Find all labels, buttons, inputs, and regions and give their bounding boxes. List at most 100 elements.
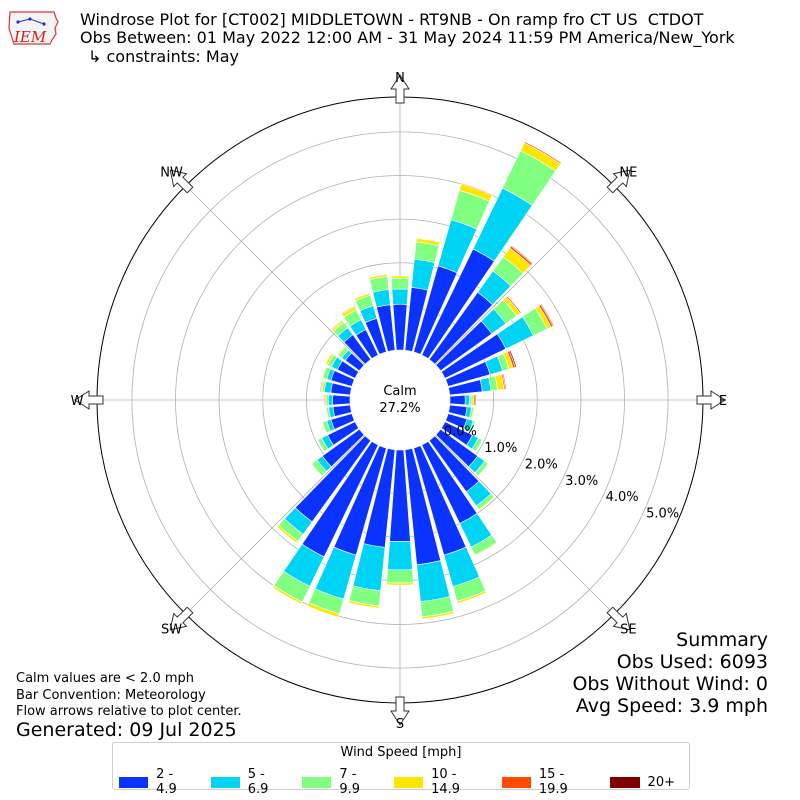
windrose-bar-segment: [323, 394, 326, 406]
windrose-bar-segment: [478, 496, 496, 511]
compass-label-s: S: [396, 717, 404, 732]
windrose-bar-segment: [336, 345, 346, 356]
windrose-bar-segment: [319, 379, 324, 393]
summary-obs-used: Obs Used: 6093: [616, 651, 768, 673]
flow-arrow-icon: [606, 606, 631, 631]
legend-entry: 20+: [609, 767, 675, 797]
windrose-bar-segment: [523, 141, 562, 165]
grid-spoke: [399, 185, 615, 401]
calm-value: 27.2%: [379, 401, 420, 416]
windrose-bar-segment: [327, 394, 334, 406]
legend-label: 5 - 6.9: [247, 767, 269, 797]
compass-label-w: W: [71, 394, 84, 409]
legend-swatch: [501, 776, 531, 788]
legend-label: 10 - 14.9: [431, 767, 461, 797]
legend-swatch: [302, 776, 332, 788]
compass-label-sw: SW: [161, 622, 182, 637]
windrose-bar-segment: [457, 592, 488, 605]
windrose-bar-segment: [464, 394, 470, 406]
legend-swatch: [210, 776, 240, 788]
generated-date: Generated: 09 Jul 2025: [16, 719, 237, 741]
windrose-bar-segment: [540, 303, 555, 327]
chart-title-line1: Windrose Plot for [CT002] MIDDLETOWN - R…: [80, 10, 704, 29]
windrose-bar-segment: [321, 366, 327, 379]
legend-entry: 7 - 9.9: [302, 767, 380, 797]
summary-avg-speed: Avg Speed: 3.9 mph: [575, 695, 768, 717]
windrose-bar-segment: [368, 273, 388, 281]
windrose-bar-segment: [272, 585, 303, 605]
windrose-bar-segment: [510, 245, 534, 265]
legend-entry: 15 - 19.9: [501, 767, 596, 797]
windrose-bar-segment: [415, 237, 441, 247]
windrose-bar-segment: [325, 353, 334, 366]
iem-logo: IEM: [6, 8, 60, 48]
legend-entry: 10 - 14.9: [394, 767, 488, 797]
calm-label: Calm: [383, 384, 416, 399]
legend-swatch: [394, 776, 424, 788]
windrose-bar-segment: [307, 602, 340, 618]
windrose-bar-segment: [330, 319, 344, 331]
windrose-bar-segment: [449, 394, 466, 406]
compass-label-ne: NE: [619, 166, 637, 181]
grid-spoke: [399, 399, 615, 615]
legend-swatch: [609, 776, 640, 788]
windrose-bar-segment: [317, 437, 329, 452]
summary-title: Summary: [676, 629, 768, 651]
windrose-bar-segment: [392, 303, 408, 351]
grid-spoke: [185, 399, 401, 615]
windrose-bar-segment: [469, 420, 476, 433]
iowa-map-icon: IEM: [8, 11, 59, 46]
compass-label-se: SE: [620, 622, 636, 637]
windrose-bars: [272, 141, 562, 620]
flow-arrow-icon: [390, 74, 410, 104]
legend-entry: 5 - 6.9: [210, 767, 289, 797]
flow-arrow-icon: [74, 390, 104, 410]
radial-tick-label: 1.0%: [484, 441, 517, 456]
compass-label-nw: NW: [160, 166, 183, 181]
windrose-bar-segment: [325, 407, 329, 419]
windrose-bar-segment: [354, 292, 371, 302]
flow-arrow-icon: [390, 696, 410, 726]
windrose-bar-segment: [474, 394, 477, 406]
calm-note: Calm values are < 2.0 mph: [16, 671, 195, 686]
radial-tick-labels: 0.0% 1.0% 2.0% 3.0% 4.0% 5.0%: [444, 425, 679, 522]
windrose-bar-segment: [505, 295, 522, 314]
flow-arrow-icon: [169, 169, 194, 194]
windrose-bar-segment: [460, 182, 493, 196]
windrose-bar-segment: [386, 569, 414, 584]
windrose-bar-segment: [474, 541, 498, 557]
windrose-bar-segment: [411, 258, 436, 291]
windrose-bar-segment: [386, 582, 414, 586]
radial-tick-label: 5.0%: [646, 506, 679, 521]
windrose-bar-segment: [372, 289, 391, 308]
compass-label-n: N: [395, 71, 405, 86]
windrose-bar-segment: [276, 524, 299, 544]
radial-tick-label: 4.0%: [606, 490, 639, 505]
windrose-bar-segment: [390, 275, 410, 279]
chart-title-line2: Obs Between: 01 May 2022 12:00 AM - 31 M…: [80, 28, 735, 47]
windrose-bar-segment: [416, 560, 451, 602]
windrose-bar-segment: [311, 459, 328, 477]
windrose-bar-segment: [508, 349, 517, 368]
compass-axis: N NE E SE S SW W NW: [71, 71, 728, 732]
radial-tick-label: 3.0%: [565, 474, 598, 489]
windrose-bar-segment: [322, 420, 331, 434]
constraints-line: ↳ constraints: May: [88, 47, 239, 66]
radial-tick-label: 2.0%: [525, 457, 558, 472]
flow-arrow-icon: [696, 390, 726, 410]
windrose-bar-segment: [390, 277, 410, 290]
windrose-bar-segment: [391, 288, 409, 305]
windrose-bar-segment: [421, 613, 455, 620]
summary-obs-without-wind: Obs Without Wind: 0: [572, 673, 768, 695]
flow-arrow-icon: [169, 606, 194, 631]
windrose-bar-segment: [348, 600, 380, 609]
legend-entry: 2 - 4.9: [119, 767, 197, 797]
legend-label: 15 - 19.9: [538, 767, 568, 797]
flow-arrows-note: Flow arrows relative to plot center.: [16, 704, 242, 719]
windrose-bar-segment: [502, 373, 507, 390]
radial-tick-label: 0.0%: [444, 425, 477, 440]
legend-label: 2 - 4.9: [156, 767, 177, 797]
legend-label: 7 - 9.9: [339, 767, 361, 797]
legend-items: 2 - 4.9 5 - 6.9 7 - 9.9 10 - 14.9 15 - 19.9 2…: [119, 767, 689, 797]
